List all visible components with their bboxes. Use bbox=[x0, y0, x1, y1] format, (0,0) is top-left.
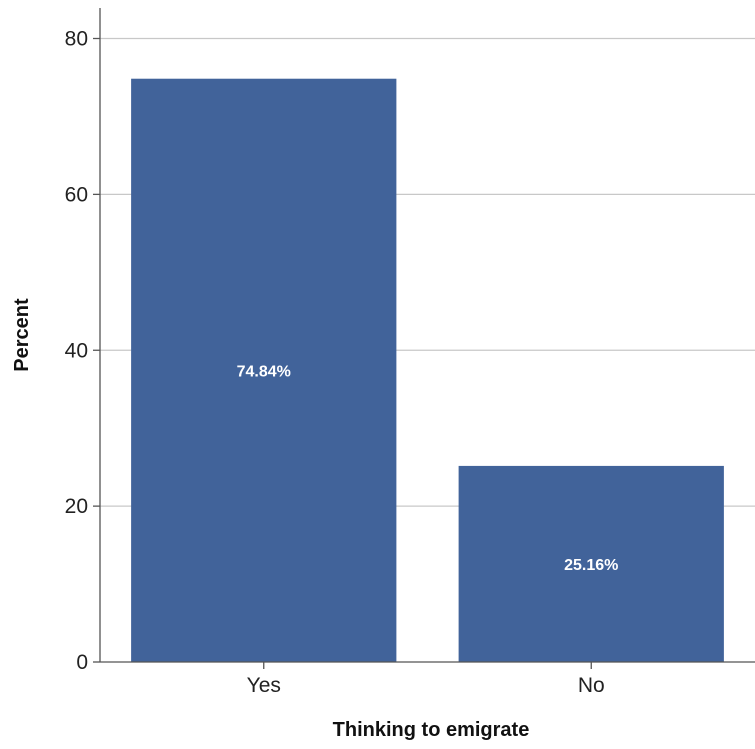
y-tick-label: 60 bbox=[65, 183, 88, 206]
x-axis-ticks: Yes No bbox=[247, 662, 605, 697]
bar-no bbox=[458, 465, 724, 662]
x-tick-label: Yes bbox=[247, 674, 281, 697]
y-tick-label: 80 bbox=[65, 28, 88, 51]
y-axis-title: Percent bbox=[11, 298, 33, 372]
y-axis-ticks: 0 20 40 60 80 bbox=[65, 28, 100, 674]
bar-yes bbox=[131, 78, 397, 662]
data-label: 25.16% bbox=[564, 557, 618, 574]
axes bbox=[99, 8, 755, 663]
x-axis-title: Thinking to emigrate bbox=[333, 719, 530, 741]
y-tick-label: 0 bbox=[76, 651, 88, 674]
x-tick-label: No bbox=[578, 674, 605, 697]
y-tick-label: 40 bbox=[65, 339, 88, 362]
y-tick-label: 20 bbox=[65, 495, 88, 518]
data-label: 74.84% bbox=[237, 363, 291, 380]
bars: 74.84% 25.16% bbox=[131, 78, 724, 662]
